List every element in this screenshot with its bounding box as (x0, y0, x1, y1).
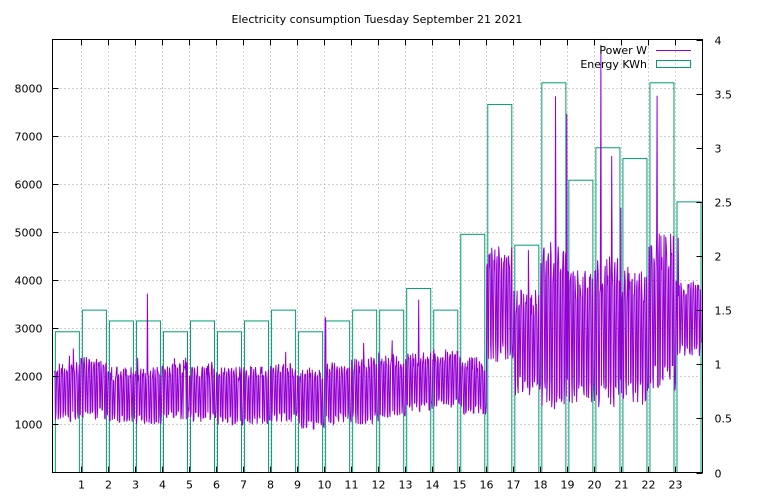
x-tick-label: 1 (78, 479, 85, 492)
y2-tick-label: 1.5 (715, 305, 733, 318)
x-tick-label: 11 (345, 479, 359, 492)
x-tick-label: 9 (294, 479, 301, 492)
x-tick-label: 2 (105, 479, 112, 492)
x-tick-label: 12 (372, 479, 386, 492)
x-tick-label: 5 (186, 479, 193, 492)
y2-axis-ticks: 0 0.5 1 1.5 2 2.5 3 3.5 4 (696, 35, 733, 481)
y2-tick-label: 3.5 (715, 89, 733, 102)
x-tick-label: 6 (213, 479, 220, 492)
y2-tick-label: 3 (715, 143, 722, 156)
chart-title: Electricity consumption Tuesday Septembe… (232, 13, 523, 26)
x-tick-label: 21 (615, 479, 629, 492)
y-tick-label: 1000 (15, 419, 43, 432)
x-tick-label: 13 (399, 479, 413, 492)
x-tick-label: 17 (507, 479, 521, 492)
y-axis-ticks: 1000 2000 3000 4000 5000 6000 7000 8000 (15, 83, 59, 432)
y2-tick-label: 4 (715, 35, 722, 48)
y-tick-label: 2000 (15, 371, 43, 384)
x-tick-label: 7 (240, 479, 247, 492)
legend-label-power: Power W (599, 44, 647, 57)
power-line-group (53, 44, 703, 430)
y2-tick-label: 0.5 (715, 413, 733, 426)
y2-tick-label: 1 (715, 359, 722, 372)
x-tick-label: 19 (561, 479, 575, 492)
x-tick-label: 18 (534, 479, 548, 492)
legend-swatch-energy (656, 60, 691, 68)
x-tick-label: 15 (453, 479, 467, 492)
power-line (53, 44, 703, 430)
y-tick-label: 3000 (15, 323, 43, 336)
x-tick-label: 22 (642, 479, 656, 492)
x-tick-label: 23 (669, 479, 683, 492)
y-tick-label: 7000 (15, 131, 43, 144)
y-tick-label: 8000 (15, 83, 43, 96)
x-tick-label: 20 (588, 479, 602, 492)
y2-tick-label: 2.5 (715, 197, 733, 210)
y-tick-label: 6000 (15, 179, 43, 192)
legend-label-energy: Energy KWh (580, 58, 647, 71)
y2-tick-label: 0 (715, 468, 722, 481)
x-tick-label: 8 (267, 479, 274, 492)
x-tick-label: 16 (480, 479, 494, 492)
x-tick-label: 3 (132, 479, 139, 492)
y-tick-label: 5000 (15, 227, 43, 240)
y-tick-label: 4000 (15, 275, 43, 288)
x-tick-label: 14 (426, 479, 440, 492)
x-axis-ticks: 1 2 3 4 5 6 7 8 9 10 11 12 13 14 15 16 17 18 19 20 21 22 23 (78, 39, 683, 492)
y2-tick-label: 2 (715, 251, 722, 264)
x-tick-label: 10 (318, 479, 332, 492)
x-tick-label: 4 (159, 479, 166, 492)
energy-bar (460, 233, 486, 473)
